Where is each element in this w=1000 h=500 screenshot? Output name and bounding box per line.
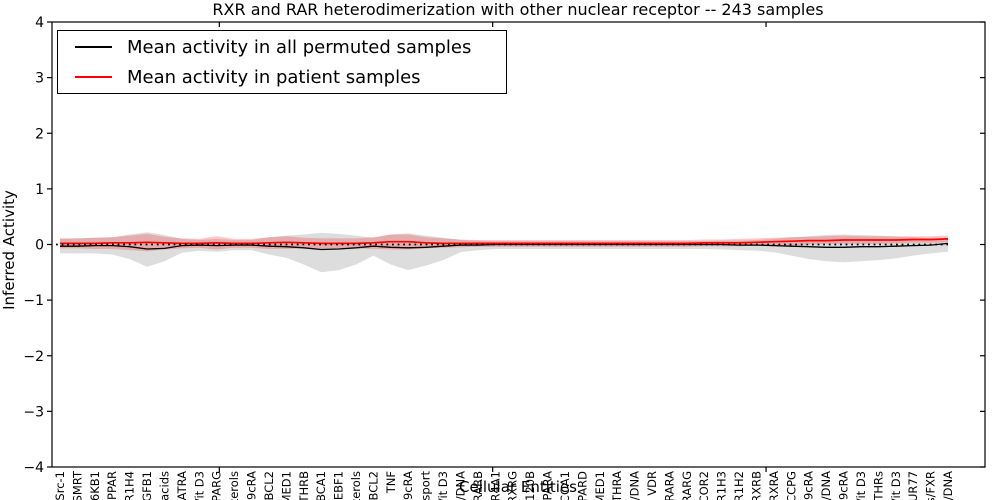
x-category-label: NR1H4 xyxy=(123,471,137,500)
x-category-label: RARs/THRs/DNA/Src-1 xyxy=(53,471,67,500)
x-category-label: RARs/RARs/DNA/9cRA xyxy=(802,471,816,500)
x-category-label: VDR/VDR/DNA xyxy=(628,471,642,500)
x-category-label: TGFB1 xyxy=(140,471,154,500)
y-tick-label: −2 xyxy=(23,349,44,365)
y-tick-label: 2 xyxy=(35,126,44,142)
x-category-label: RXRB xyxy=(749,471,763,500)
y-tick-label: −1 xyxy=(23,293,44,309)
x-category-label: mol:9cRA xyxy=(245,471,259,500)
x-category-label: mol:ATRA xyxy=(175,471,189,500)
x-category-label: VDR/Vit D3/DNA xyxy=(453,471,467,500)
x-category-label: MED1 xyxy=(593,471,607,500)
x-category-label: RXRs/PPAR/9cRA/PGJ2/DNA xyxy=(819,471,833,500)
x-category-label: RXRs/NUR77 xyxy=(906,471,920,500)
chart-layer: 43210−1−2−3−4RARs/THRs/DNA/Src-1RARs/THR… xyxy=(23,15,986,500)
x-category-label: RXRG xyxy=(506,471,520,500)
x-category-label: RXRs/FXR xyxy=(924,471,938,500)
x-category-label: FAM120B xyxy=(523,471,537,500)
y-tick-label: 3 xyxy=(35,71,44,87)
x-category-label: SREBF1 xyxy=(332,471,346,500)
legend-entry-patient: Mean activity in patient samples xyxy=(58,63,506,91)
x-category-label: VDR xyxy=(645,471,659,496)
chart-title: RXR and RAR heterodimerization with othe… xyxy=(212,0,823,19)
x-category-label: RXRs/PPAR xyxy=(105,471,119,500)
x-category-label: RXRA xyxy=(767,471,781,500)
legend-line-sample-black xyxy=(75,46,112,48)
x-category-label: RXRs/RXRs/DNA/9cRA xyxy=(837,471,851,500)
x-category-label: RXRs/LXRs/DNA xyxy=(941,471,955,500)
x-category-label: RARs/THRs/DNA/SMRT xyxy=(70,470,84,500)
legend-line-sample-red xyxy=(75,76,112,78)
x-category-label: TNF xyxy=(384,471,398,494)
x-category-label: NCOA1 xyxy=(558,471,572,500)
x-category-label: PPARD xyxy=(575,471,589,500)
x-category-label: mol:Vit D3 xyxy=(192,471,206,500)
x-category-label: THRA xyxy=(610,471,624,500)
x-category-label: NCOR2 xyxy=(697,471,711,500)
x-category-label: PPARA xyxy=(541,471,555,500)
legend-label: Mean activity in patient samples xyxy=(127,66,421,88)
x-category-label: PPARG xyxy=(210,471,224,500)
y-tick-label: −3 xyxy=(23,404,44,420)
x-category-label: RARA xyxy=(662,471,676,500)
legend-entry-permuted: Mean activity in all permuted samples xyxy=(58,33,506,61)
x-category-label: RXRs/VDR/DNA/Vit D3 xyxy=(889,471,903,500)
x-category-label: RPS6KB1 xyxy=(88,471,102,500)
x-category-label: cholesterol transport xyxy=(419,471,433,500)
x-category-label: RXRs/FXR/9cRA/MED1 xyxy=(279,471,293,500)
x-category-label: RXR alpha/CCPG xyxy=(784,471,798,500)
x-category-label: RXRs/LXRs/DNA/9cRA xyxy=(401,471,415,500)
legend-label: Mean activity in all permuted samples xyxy=(127,36,472,58)
x-category-label: NR1H2 xyxy=(732,471,746,500)
x-category-label: NR4A1 xyxy=(488,471,502,500)
y-tick-label: 1 xyxy=(35,182,44,198)
y-tick-label: 0 xyxy=(35,238,44,254)
y-tick-label: 4 xyxy=(35,15,44,31)
x-category-label: NR1H3 xyxy=(715,471,729,500)
x-category-label: BCL2 xyxy=(366,471,380,500)
x-axis-title: Cellular Entities xyxy=(459,478,577,496)
x-category-label: mol:Bile acids xyxy=(157,471,171,500)
x-category-label: RXRs/LXRs/DNA/Oxysterols xyxy=(349,471,363,500)
y-axis-title: Inferred Activity xyxy=(0,190,18,310)
x-category-label: THRB xyxy=(297,471,311,500)
legend-box: Mean activity in all permuted samples Me… xyxy=(57,30,507,94)
mean-line-patient xyxy=(60,238,949,245)
x-category-label: RARs/VDR/DNA/Vit D3 xyxy=(854,471,868,500)
x-category-label: ABCA1 xyxy=(314,471,328,500)
x-category-label: RARs/THRs xyxy=(871,471,885,500)
x-category-label: mol:Oxysterols xyxy=(227,471,241,500)
x-category-label: RARG xyxy=(680,471,694,500)
x-category-label: VDR/VDR/Vit D3 xyxy=(436,471,450,500)
x-category-label: RXRs/NUR77/BCL2 xyxy=(262,471,276,500)
x-category-label: RARB xyxy=(471,471,485,500)
y-tick-label: −4 xyxy=(23,460,44,476)
